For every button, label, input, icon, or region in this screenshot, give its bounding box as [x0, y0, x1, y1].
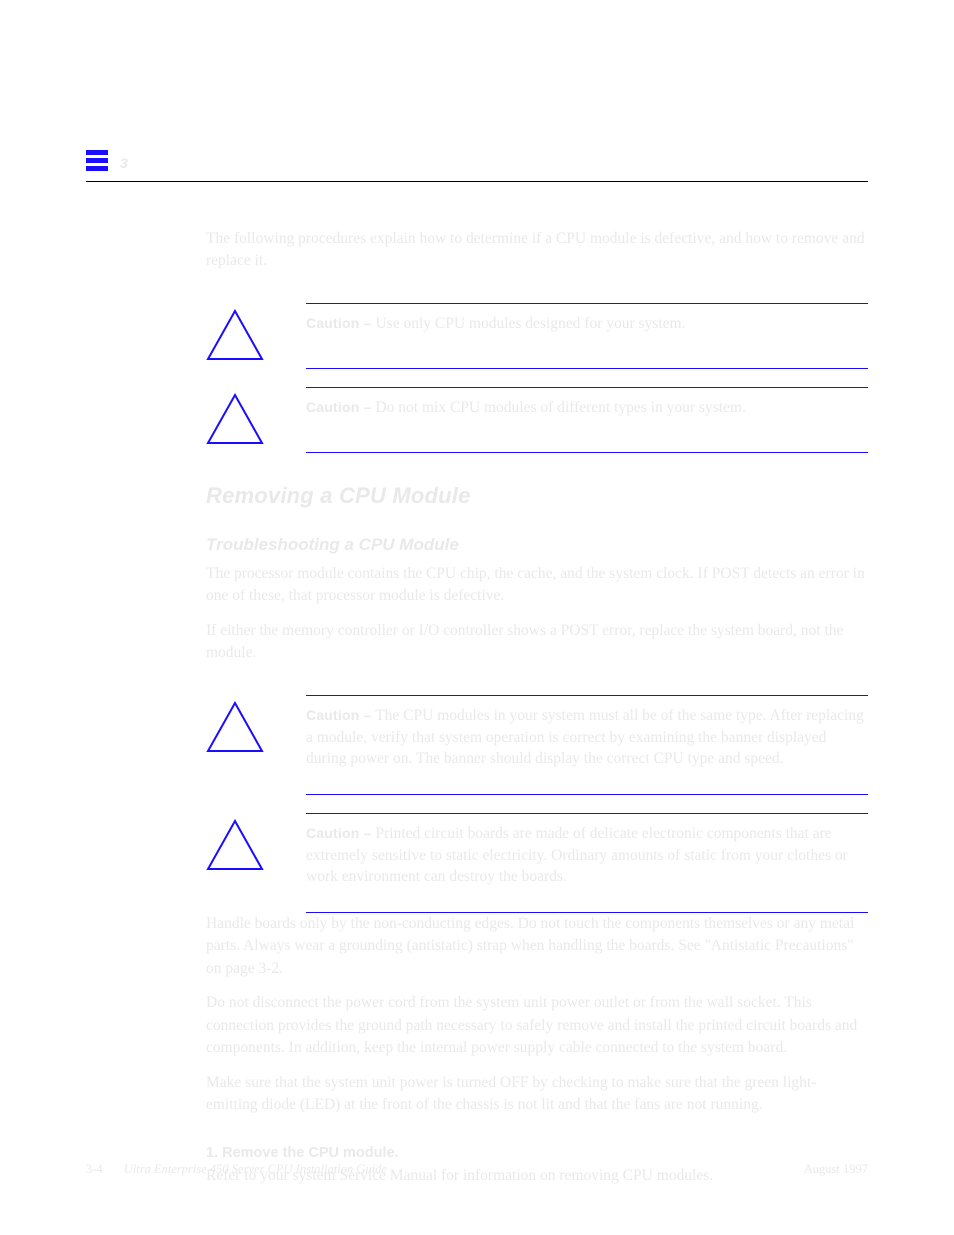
caution-lead: Caution – [306, 315, 372, 331]
caution-lead: Caution – [306, 399, 372, 415]
caution-triangle-icon [206, 701, 264, 758]
handling-p1: Handle boards only by the non-conducting… [206, 913, 868, 980]
caution-text: Caution – Use only CPU modules designed … [306, 313, 868, 335]
caution-body: Use only CPU modules designed for your s… [375, 315, 685, 332]
footer-date: August 1997 [804, 1162, 868, 1177]
section-heading: Removing a CPU Module [206, 483, 868, 509]
intro-paragraph: The following procedures explain how to … [206, 228, 868, 273]
caution-body: Printed circuit boards are made of delic… [306, 825, 848, 885]
caution-lead: Caution – [306, 707, 372, 723]
caution-triangle-icon [206, 819, 264, 876]
caution-text: Caution – The CPU modules in your system… [306, 705, 868, 770]
caution-lead: Caution – [306, 825, 372, 841]
troubleshoot-p1: The processor module contains the CPU ch… [206, 563, 868, 608]
subsection-heading: Troubleshooting a CPU Module [206, 535, 868, 555]
handling-p2: Do not disconnect the power cord from th… [206, 992, 868, 1059]
page-footer: 3-4 Ultra Enterprise 450 Server CPU Inst… [86, 1162, 868, 1177]
chapter-number: 3 [120, 155, 128, 171]
caution-triangle-icon [206, 309, 264, 366]
caution-block-1: Caution – Use only CPU modules designed … [206, 303, 868, 369]
troubleshoot-p2: If either the memory controller or I/O c… [206, 620, 868, 665]
header-rule [86, 181, 868, 182]
step-1-title: 1. Remove the CPU module. [206, 1145, 868, 1161]
caution-text: Caution – Do not mix CPU modules of diff… [306, 397, 868, 419]
footer-title: Ultra Enterprise 450 Server CPU Installa… [124, 1162, 387, 1176]
caution-text: Caution – Printed circuit boards are mad… [306, 823, 868, 888]
caution-body: Do not mix CPU modules of different type… [375, 399, 745, 416]
caution-block-2: Caution – Do not mix CPU modules of diff… [206, 387, 868, 453]
chapter-bars-icon [86, 150, 108, 174]
handling-p3: Make sure that the system unit power is … [206, 1072, 868, 1117]
caution-triangle-icon [206, 393, 264, 450]
caution-body: The CPU modules in your system must all … [306, 707, 864, 767]
caution-block-3: Caution – The CPU modules in your system… [206, 695, 868, 795]
page-number: 3-4 [86, 1162, 103, 1177]
caution-block-4: Caution – Printed circuit boards are mad… [206, 813, 868, 913]
